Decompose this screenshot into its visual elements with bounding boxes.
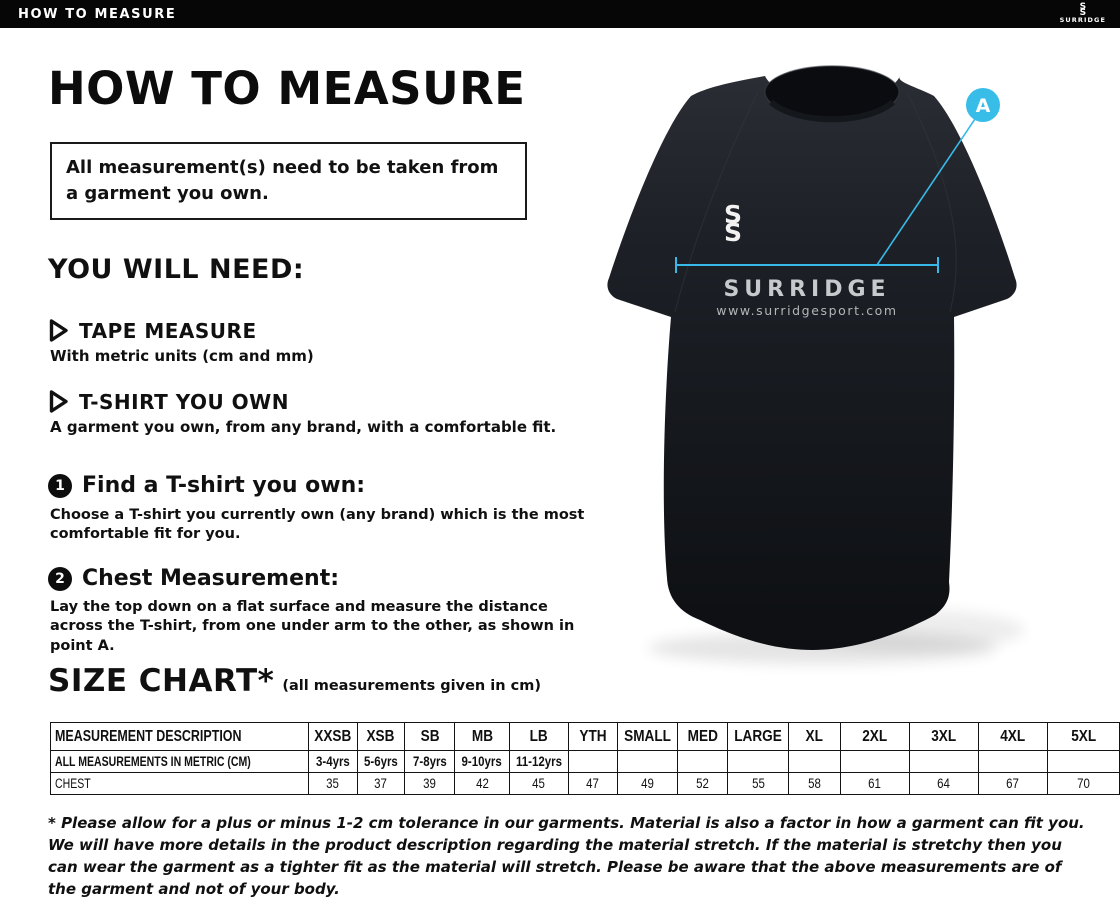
step-number-badge: 2 [48,566,72,591]
page-title: HOW TO MEASURE [48,62,526,115]
step-1-description: Choose a T-shirt you currently own (any … [50,507,585,543]
need-item-label: T-SHIRT YOU OWN [79,389,289,414]
surridge-logo-text: SURRIDGE [1059,16,1106,25]
value-cell: 11-12yrs [508,750,569,773]
size-chart-header-cell: XXSB [308,722,358,751]
svg-text:S: S [724,200,742,229]
value-cell: 39 [403,772,456,795]
need-item-description: A garment you own, from any brand, with … [50,418,557,436]
raglan-seam [674,91,759,313]
shirt-wordmark: SURRIDGE [723,277,890,302]
value-cell: 7-8yrs [403,750,456,773]
surridge-s-icon: S S [1079,2,1087,18]
size-chart-header-cell: MEASUREMENT DESCRIPTION [50,722,309,751]
value-cell [908,750,979,773]
shirt-s-logo: S S [724,200,742,247]
value-cell: 3-4yrs [308,750,358,773]
size-chart-header-cell: SMALL [616,722,678,751]
step-2-header: 2 Chest Measurement: [48,566,339,591]
value-cell: 67 [977,772,1048,795]
row-label-cell: CHEST [50,772,309,795]
value-cell [676,750,729,773]
size-chart-header-cell: XL [788,722,841,751]
value-cell: 47 [567,772,618,795]
triangle-bullet-icon [49,319,68,342]
value-cell: 52 [676,772,729,795]
tshirt-figure: S S SURRIDGE www.surridgesport.com A [607,65,1025,664]
size-chart-row: CHEST 35 37 39 42 45 47 49 52 55 58 61 64 67 70 [50,772,1120,795]
collar [765,66,899,118]
size-chart-heading: SIZE CHART* (all measurements given in c… [48,666,541,697]
need-item-tape-measure: TAPE MEASURE [48,318,257,343]
surridge-logo: S S SURRIDGE [1059,2,1106,25]
svg-text:S: S [724,218,742,247]
need-item-label: TAPE MEASURE [79,318,257,343]
value-cell [977,750,1048,773]
size-chart-header-cell: 3XL [908,722,979,751]
value-cell: 5-6yrs [356,750,405,773]
value-cell [839,750,910,773]
value-cell [567,750,618,773]
size-chart-row: ALL MEASUREMENTS IN METRIC (CM) 3-4yrs 5-6… [50,750,1120,773]
size-chart-header-cell: SB [403,722,456,751]
need-item-description: With metric units (cm and mm) [50,347,314,365]
step-2-description: Lay the top down on a flat surface and m… [50,599,575,654]
value-cell: 37 [356,772,405,795]
size-chart-header-cell: 4XL [977,722,1048,751]
size-chart-header-cell: MB [454,722,510,751]
size-chart-header-cell: YTH [567,722,618,751]
step-1-header: 1 Find a T-shirt you own: [48,473,365,498]
chest-measure-line [675,118,976,273]
size-chart-header-cell: LB [508,722,569,751]
shirt-website: www.surridgesport.com [716,303,897,318]
point-a-marker [966,88,1000,122]
collar-band [769,99,895,123]
top-bar: HOW TO MEASURE S S SURRIDGE [0,0,1120,28]
size-chart-header-cell: 2XL [839,722,910,751]
you-will-need-heading: YOU WILL NEED: [48,254,305,285]
tshirt-body [607,76,1017,650]
value-cell: 35 [308,772,358,795]
tolerance-footnote: * Please allow for a plus or minus 1-2 c… [48,814,1085,899]
size-chart-header-cell: 5XL [1046,722,1120,751]
value-cell: 70 [1046,772,1120,795]
value-cell: 9-10yrs [454,750,510,773]
row-label-cell: ALL MEASUREMENTS IN METRIC (CM) [50,750,309,773]
value-cell: 61 [839,772,910,795]
size-chart-body: ALL MEASUREMENTS IN METRIC (CM) 3-4yrs 5-6… [50,750,1120,795]
value-cell: 58 [788,772,841,795]
need-item-tshirt: T-SHIRT YOU OWN [48,389,289,414]
value-cell: 64 [908,772,979,795]
step-title: Find a T-shirt you own: [82,473,366,498]
value-cell [1046,750,1120,773]
value-cell [788,750,841,773]
raglan-seam [906,91,957,313]
size-chart-header-row: MEASUREMENT DESCRIPTION XXSB XSB SB MB LB YTH S… [50,722,1120,751]
value-cell: 55 [727,772,790,795]
value-cell: 49 [616,772,678,795]
size-chart-header-cell: MED [676,722,729,751]
notice-box: All measurement(s) need to be taken from… [50,142,527,221]
size-chart-header-cell: LARGE [727,722,790,751]
value-cell: 42 [454,772,510,795]
value-cell [727,750,790,773]
step-number-badge: 1 [48,473,72,498]
size-chart-header-cell: XSB [356,722,405,751]
value-cell [616,750,678,773]
point-a-label: A [976,95,991,117]
size-chart-table: MEASUREMENT DESCRIPTION XXSB XSB SB MB LB YTH S… [50,722,1120,795]
size-chart: MEASUREMENT DESCRIPTION XXSB XSB SB MB LB YTH S… [50,722,1120,795]
step-title: Chest Measurement: [82,566,340,591]
value-cell: 45 [508,772,569,795]
top-bar-title: HOW TO MEASURE [18,6,177,22]
size-chart-title: SIZE CHART* [48,663,275,699]
size-chart-subtitle: (all measurements given in cm) [282,678,541,694]
triangle-bullet-icon [49,390,68,413]
